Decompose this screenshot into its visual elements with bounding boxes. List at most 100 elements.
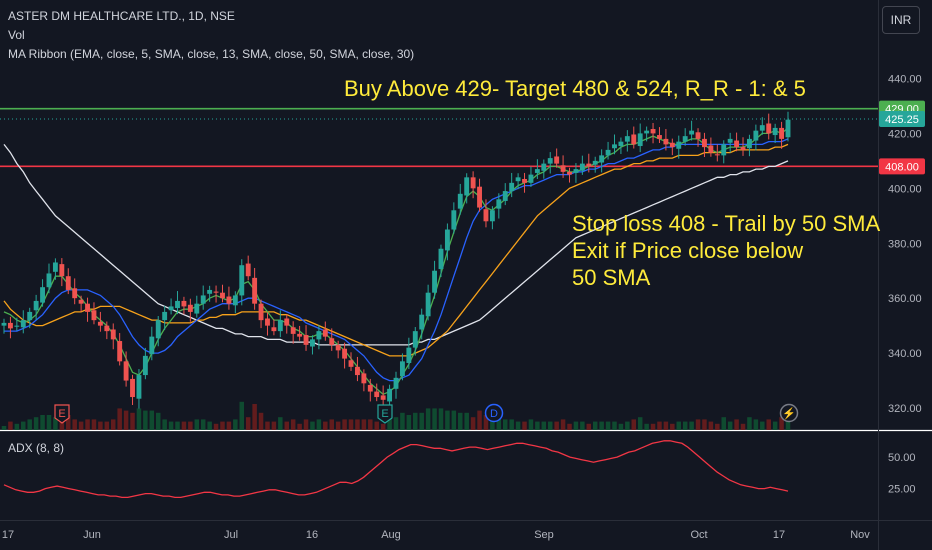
candle-body: [14, 325, 20, 327]
volume-bar: [143, 410, 148, 430]
candle-body: [669, 142, 675, 148]
time-tick-label: Sep: [534, 529, 554, 541]
volume-bar: [162, 419, 167, 430]
candle-body: [33, 300, 39, 311]
candle-body: [284, 318, 290, 326]
volume-bar: [40, 415, 45, 430]
volume-bar: [323, 421, 328, 430]
volume-bar: [130, 412, 135, 430]
candle-body: [387, 388, 393, 402]
candle-body: [747, 138, 752, 149]
candle-body: [714, 154, 720, 156]
volume-bar: [46, 415, 52, 430]
candle-body: [708, 145, 714, 153]
volume-bar: [368, 419, 373, 430]
candle-body: [727, 138, 733, 143]
price-tick-label: 360.00: [888, 293, 922, 305]
volume-bar: [271, 421, 277, 430]
candle-body: [592, 160, 598, 165]
candle-body: [168, 306, 174, 311]
volume-bar: [772, 421, 778, 430]
candle-body: [200, 295, 206, 304]
volume-bar: [355, 419, 360, 430]
volume-bar: [66, 415, 71, 430]
news-marker: [779, 403, 799, 423]
candle-body: [65, 276, 71, 290]
candle-body: [46, 273, 52, 288]
candle-body: [194, 303, 200, 314]
candle-body: [130, 378, 135, 398]
volume-bar: [547, 421, 553, 430]
volume-bar: [554, 421, 559, 430]
candle-body: [252, 277, 258, 304]
volume-bar: [252, 404, 257, 430]
volume-bar: [637, 417, 643, 430]
candle-body: [78, 299, 84, 304]
volume-bar: [207, 421, 212, 430]
candle-body: [599, 155, 605, 163]
candle-body: [464, 177, 470, 196]
candle-body: [271, 327, 277, 332]
candle-body: [785, 119, 791, 138]
volume-bar: [226, 421, 232, 430]
candle-body: [162, 311, 168, 321]
volume-bar: [400, 412, 405, 430]
volume-bar: [361, 419, 367, 430]
candle-body: [374, 391, 380, 398]
event-marker-label: D: [490, 408, 498, 420]
candle-body: [85, 303, 90, 312]
candle-body: [136, 375, 142, 399]
candle-body: [612, 144, 617, 149]
volume-bar: [245, 417, 251, 430]
volume-bar: [528, 419, 534, 430]
volume-bar: [702, 419, 707, 430]
volume-bar: [27, 419, 32, 430]
candle-body: [342, 348, 348, 359]
volume-bar: [515, 421, 521, 430]
volume-bar: [155, 412, 161, 430]
candle-body: [579, 163, 585, 171]
volume-bar: [490, 417, 495, 430]
candle-body: [624, 136, 630, 142]
candle-body: [522, 178, 527, 183]
candle-body: [40, 287, 45, 303]
candle-body: [207, 289, 213, 294]
candle-body: [393, 377, 399, 389]
volume-bar: [470, 417, 476, 430]
stoploss-annotation: Stop loss 408 - Trail by 50 SMA Exit if …: [572, 210, 880, 291]
candle-body: [316, 331, 322, 340]
volume-bar: [278, 417, 283, 430]
volume-bar: [592, 421, 598, 430]
candle-body: [226, 296, 232, 304]
candle-body: [175, 300, 180, 309]
candle-body: [657, 135, 662, 139]
candle-body: [277, 320, 283, 332]
volume-bar: [136, 408, 142, 430]
volume-bar: [1, 426, 7, 430]
candle-body: [181, 300, 187, 307]
candle-body: [97, 321, 103, 326]
candle-body: [547, 158, 553, 164]
volume-bar: [233, 419, 238, 430]
volume-bar: [535, 421, 540, 430]
currency-button[interactable]: INR: [882, 6, 920, 34]
candle-body: [432, 270, 437, 293]
volume-bar: [265, 421, 270, 430]
candle-body: [355, 366, 360, 376]
price-tick-label: 380.00: [888, 238, 922, 250]
volume-bar: [509, 419, 514, 430]
time-tick-label: Nov: [850, 529, 870, 541]
volume-bar: [650, 423, 656, 430]
candle-body: [155, 320, 161, 339]
candle-body: [605, 149, 611, 156]
time-tick-label: Jun: [83, 529, 101, 541]
candle-body: [702, 138, 707, 148]
candle-body: [438, 248, 444, 270]
candle-body: [528, 174, 534, 183]
candle-body: [59, 264, 65, 277]
candle-body: [631, 134, 637, 145]
candle-body: [721, 144, 727, 156]
symbol-title: ASTER DM HEALTHCARE LTD., 1D, NSE: [8, 9, 235, 23]
volume-bar: [502, 419, 508, 430]
